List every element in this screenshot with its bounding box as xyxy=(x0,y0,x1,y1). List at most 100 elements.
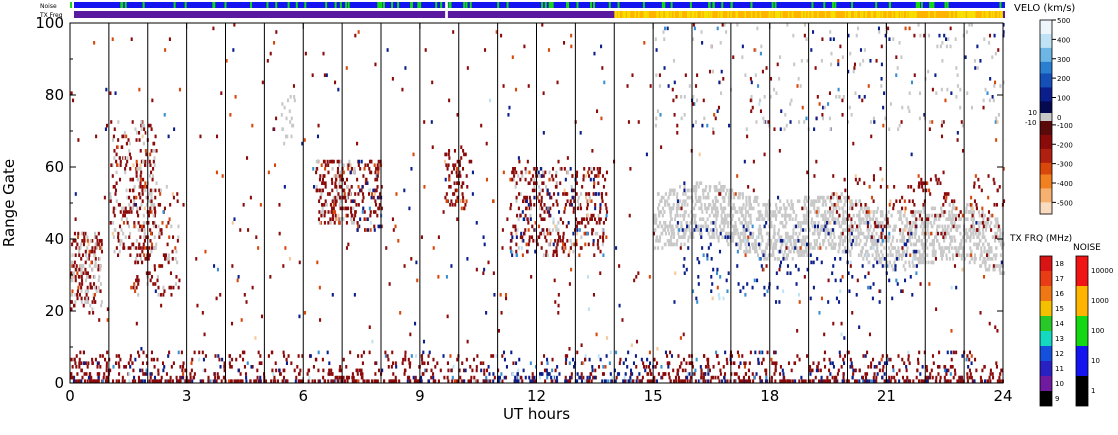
data-cell xyxy=(708,213,711,218)
data-cell xyxy=(686,203,689,207)
data-cell xyxy=(532,239,535,243)
data-cell xyxy=(550,375,553,380)
data-cell xyxy=(755,235,758,239)
data-cell xyxy=(661,246,664,250)
data-cell xyxy=(960,379,963,383)
data-cell xyxy=(680,361,683,365)
data-cell xyxy=(855,239,858,243)
data-cell xyxy=(318,210,321,214)
data-cell xyxy=(891,253,894,257)
data-cell xyxy=(329,217,332,221)
data-cell xyxy=(369,213,372,218)
data-cell xyxy=(568,249,571,254)
data-cell xyxy=(449,185,452,189)
data-cell xyxy=(950,357,953,362)
data-cell xyxy=(133,224,136,229)
data-cell xyxy=(377,170,380,175)
data-cell xyxy=(774,242,777,247)
data-cell xyxy=(354,379,357,383)
data-cell xyxy=(885,361,889,365)
data-cell xyxy=(781,221,784,225)
data-cell xyxy=(816,206,819,211)
data-cell xyxy=(598,217,601,221)
data-cell xyxy=(773,350,776,355)
data-cell xyxy=(791,203,794,207)
data-cell xyxy=(916,368,919,373)
data-cell xyxy=(649,368,652,373)
data-cell xyxy=(340,375,343,380)
noise-mark xyxy=(173,2,176,8)
data-cell xyxy=(605,210,609,214)
data-cell xyxy=(572,249,575,254)
noise-mark xyxy=(750,2,753,8)
data-cell xyxy=(686,379,689,383)
data-cell xyxy=(728,195,731,200)
data-cell xyxy=(144,149,147,153)
data-cell xyxy=(189,379,192,383)
data-cell xyxy=(948,217,951,221)
data-cell xyxy=(700,231,703,236)
data-cell xyxy=(105,365,108,369)
data-cell xyxy=(762,357,765,362)
data-cell xyxy=(733,195,736,200)
data-cell xyxy=(146,131,149,135)
data-cell xyxy=(999,231,1002,236)
data-cell xyxy=(840,199,843,203)
data-cell xyxy=(174,257,177,261)
data-cell xyxy=(80,361,83,365)
data-cell xyxy=(806,354,809,358)
data-cell xyxy=(243,365,246,369)
data-cell xyxy=(362,174,365,178)
data-cell xyxy=(591,365,594,369)
data-cell xyxy=(723,206,726,211)
data-cell xyxy=(177,285,180,290)
data-cell xyxy=(820,260,823,265)
data-cell xyxy=(789,242,792,247)
data-cell xyxy=(570,185,573,189)
data-cell xyxy=(141,228,144,232)
data-cell xyxy=(897,249,900,254)
data-cell xyxy=(934,213,937,218)
data-cell xyxy=(117,239,120,243)
data-cell xyxy=(250,365,253,369)
data-cell xyxy=(724,192,728,196)
data-cell xyxy=(72,239,75,243)
data-cell xyxy=(316,167,319,171)
data-cell xyxy=(734,221,737,225)
data-cell xyxy=(165,224,168,229)
data-cell xyxy=(376,379,379,383)
data-cell xyxy=(1001,242,1004,247)
data-cell xyxy=(984,379,987,383)
data-cell xyxy=(406,379,409,383)
data-cell xyxy=(421,357,424,362)
data-cell xyxy=(672,228,675,232)
data-cell xyxy=(528,375,531,380)
data-cell xyxy=(931,239,934,243)
data-cell xyxy=(593,253,596,257)
data-cell xyxy=(987,257,990,261)
data-cell xyxy=(368,350,371,355)
data-cell xyxy=(139,149,142,153)
txfreq-mark xyxy=(680,11,683,18)
data-cell xyxy=(552,242,555,247)
data-cell xyxy=(707,379,710,383)
data-cell xyxy=(594,192,597,196)
data-cell xyxy=(153,163,156,167)
data-cell xyxy=(996,217,999,221)
data-cell xyxy=(871,357,875,362)
data-cell xyxy=(241,350,244,355)
data-cell xyxy=(126,159,129,164)
data-cell xyxy=(917,260,920,265)
data-cell xyxy=(886,354,889,358)
data-cell xyxy=(997,379,1001,383)
data-cell xyxy=(858,221,861,225)
data-cell xyxy=(677,379,680,383)
data-cell xyxy=(717,361,720,365)
data-cell xyxy=(942,249,945,254)
data-cell xyxy=(782,224,785,229)
data-cell xyxy=(936,224,939,229)
data-cell xyxy=(608,361,611,365)
data-cell xyxy=(952,203,955,207)
data-cell xyxy=(922,188,925,193)
noise-mark xyxy=(124,2,127,8)
